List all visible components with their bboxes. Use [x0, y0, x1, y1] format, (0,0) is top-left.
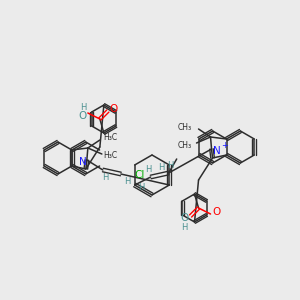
- Text: O: O: [180, 213, 189, 223]
- Text: H: H: [139, 182, 145, 191]
- Text: O: O: [110, 104, 118, 114]
- Text: H: H: [124, 176, 130, 185]
- Text: H: H: [146, 166, 152, 175]
- Text: H: H: [167, 161, 174, 170]
- Text: Cl: Cl: [134, 170, 145, 180]
- Text: O: O: [79, 111, 87, 121]
- Text: H: H: [80, 103, 86, 112]
- Text: H₃C: H₃C: [103, 152, 117, 160]
- Text: H: H: [181, 224, 188, 232]
- Text: H: H: [158, 163, 164, 172]
- Text: CH₃: CH₃: [178, 122, 192, 131]
- Text: H₃C: H₃C: [103, 134, 117, 142]
- Text: +: +: [221, 140, 228, 149]
- Text: H: H: [102, 172, 108, 182]
- Text: N: N: [79, 157, 87, 167]
- Text: N: N: [213, 146, 220, 156]
- Text: CH₃: CH₃: [178, 140, 192, 149]
- Text: O: O: [212, 207, 221, 217]
